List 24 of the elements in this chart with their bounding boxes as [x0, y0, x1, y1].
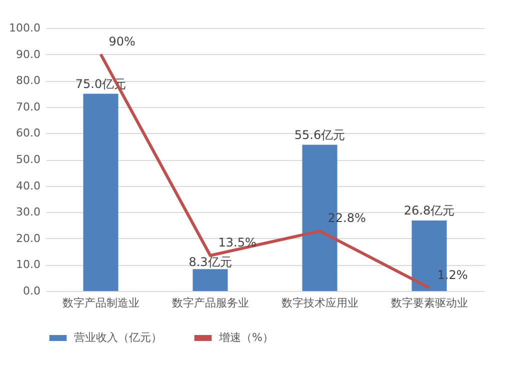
y-tick-label: 40.0 — [16, 179, 40, 192]
data-label: 8.3亿元 — [188, 255, 232, 270]
y-tick-label: 90.0 — [16, 48, 40, 61]
y-tick-label: 30.0 — [16, 206, 40, 219]
x-tick-label: 数字产品服务业 — [172, 296, 249, 310]
data-label: 13.5% — [218, 235, 256, 250]
data-label: 26.8亿元 — [404, 204, 455, 218]
legend-label: 营业收入（亿元） — [74, 331, 162, 344]
y-tick-label: 10.0 — [16, 258, 40, 272]
y-tick-label: 0.0 — [23, 284, 40, 298]
y-tick-label: 60.0 — [16, 126, 40, 140]
x-tick-label: 数字产品制造业 — [62, 296, 140, 310]
x-tick-label: 数字要素驱动业 — [390, 296, 468, 310]
bar — [83, 94, 118, 291]
data-label: 55.6亿元 — [294, 128, 346, 142]
y-tick-label: 50.0 — [16, 153, 40, 166]
y-tick-label: 80.0 — [16, 74, 40, 88]
y-tick-label: 20.0 — [16, 232, 40, 245]
legend-label: 增速（%） — [218, 331, 274, 344]
bar — [192, 269, 228, 291]
x-tick-label: 数字技术应用业 — [281, 296, 358, 310]
y-tick-label: 100.0 — [9, 22, 40, 34]
data-label: 90% — [108, 34, 136, 48]
y-tick-label: 70.0 — [16, 100, 40, 114]
